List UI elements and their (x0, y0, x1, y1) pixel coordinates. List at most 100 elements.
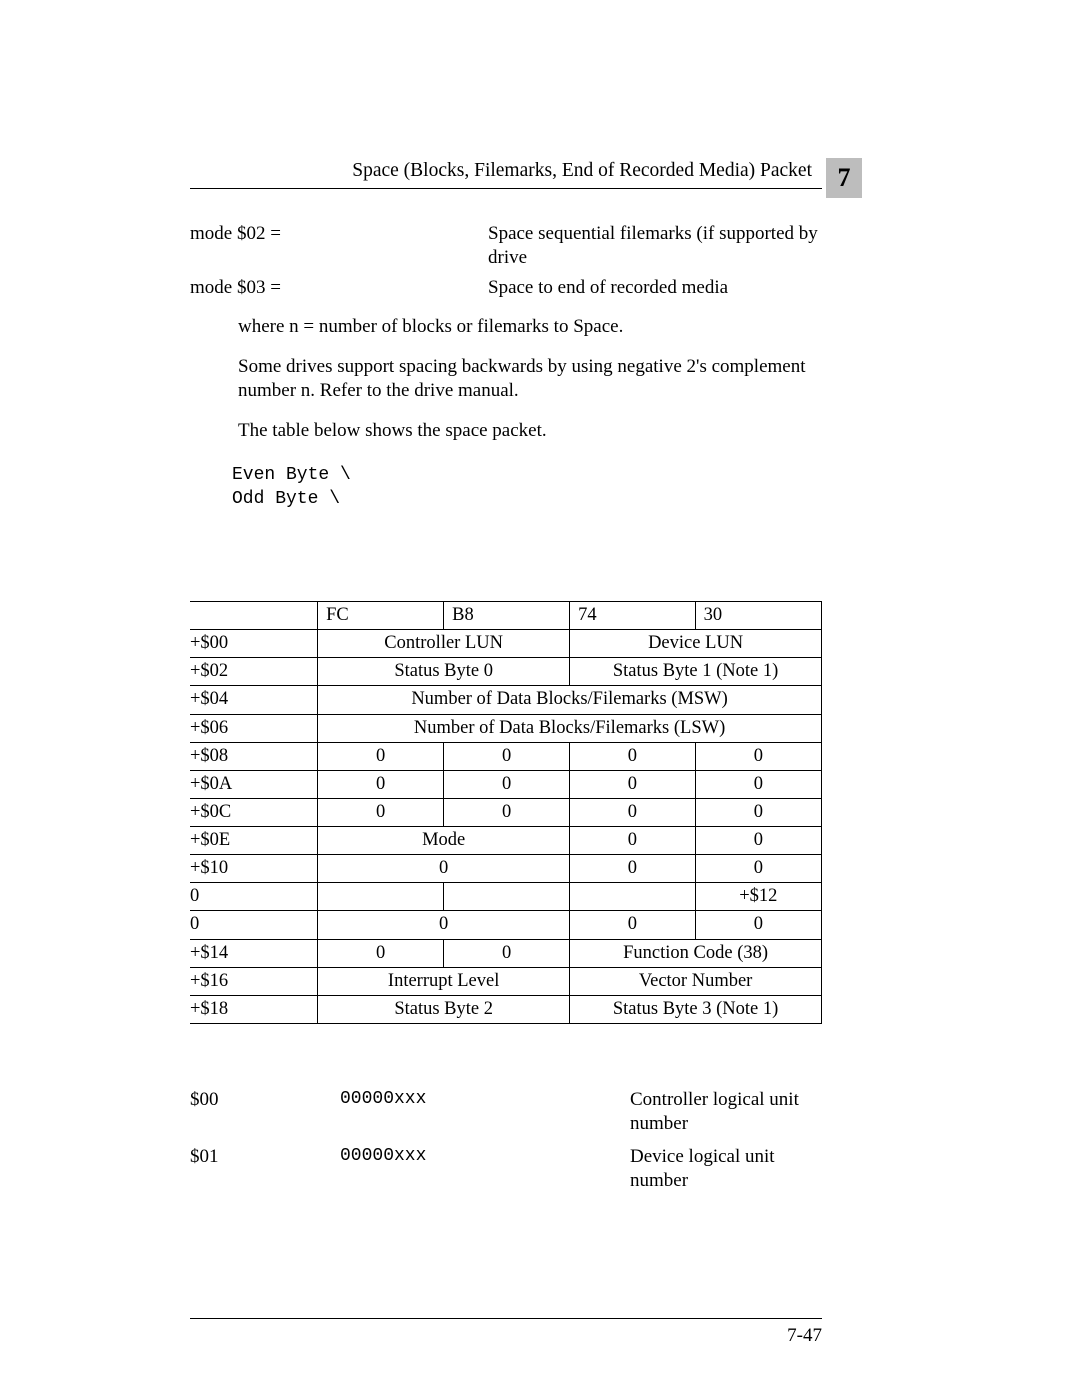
def-address: $00 (190, 1088, 340, 1136)
space-packet-table: FC B8 74 30 +$00Controller LUNDevice LUN… (190, 601, 822, 1024)
offset-cell: +$00 (190, 630, 318, 658)
table-cell: 0 (570, 855, 696, 883)
table-cell: Function Code (38) (570, 939, 822, 967)
mode-description: Space sequential filemarks (if supported… (488, 222, 822, 270)
byte-definitions: $00 00000xxx Controller logical unit num… (190, 1088, 822, 1193)
mode-label: mode $02 = (190, 222, 488, 270)
paragraph: Some drives support spacing backwards by… (238, 355, 822, 403)
table-row: +$10000 (190, 855, 822, 883)
table-row: +$1400Function Code (38) (190, 939, 822, 967)
table-header-row: FC B8 74 30 (190, 602, 822, 630)
table-cell: 0 (695, 770, 821, 798)
table-cell: 0 (695, 827, 821, 855)
mode-row: mode $03 = Space to end of recorded medi… (190, 276, 822, 300)
mode-label: mode $03 = (190, 276, 488, 300)
table-cell: Mode (318, 827, 570, 855)
table-row: 0 +$12 (190, 883, 822, 911)
table-header-cell (190, 602, 318, 630)
def-bits: 00000xxx (340, 1088, 630, 1136)
table-cell: Status Byte 2 (318, 995, 570, 1023)
table-cell: 0 (318, 855, 570, 883)
table-cell: Status Byte 3 (Note 1) (570, 995, 822, 1023)
table-row: +$0EMode00 (190, 827, 822, 855)
page-number: 7-47 (787, 1325, 822, 1347)
table-cell: 0 (444, 742, 570, 770)
table-cell: 0 (444, 939, 570, 967)
table-cell: 0 (570, 770, 696, 798)
offset-cell: +$08 (190, 742, 318, 770)
table-cell: Controller LUN (318, 630, 570, 658)
offset-cell: +$16 (190, 967, 318, 995)
table-cell: 0 (318, 798, 444, 826)
table-cell: 0 (695, 911, 821, 939)
def-address: $01 (190, 1145, 340, 1193)
table-row: +$02Status Byte 0Status Byte 1 (Note 1) (190, 658, 822, 686)
table-cell: Status Byte 1 (Note 1) (570, 658, 822, 686)
header-rule (190, 188, 822, 189)
paragraph: where n = number of blocks or filemarks … (238, 315, 822, 339)
table-cell: 0 (570, 798, 696, 826)
offset-cell: +$0E (190, 827, 318, 855)
table-cell: 0 (444, 770, 570, 798)
chapter-number-box: 7 (826, 158, 862, 198)
table-cell: Number of Data Blocks/Filemarks (MSW) (318, 686, 822, 714)
offset-cell: +$06 (190, 714, 318, 742)
page-header-title: Space (Blocks, Filemarks, End of Recorde… (352, 160, 812, 182)
table-header-cell: B8 (444, 602, 570, 630)
mono-line: Even Byte \ (232, 464, 822, 487)
table-row: +$0A0000 (190, 770, 822, 798)
offset-cell: +$18 (190, 995, 318, 1023)
offset-cell: +$10 (190, 855, 318, 883)
offset-cell: +$02 (190, 658, 318, 686)
table-cell: 0 (570, 911, 696, 939)
mode-row: mode $02 = Space sequential filemarks (i… (190, 222, 822, 270)
content-area: mode $02 = Space sequential filemarks (i… (190, 222, 822, 1203)
paragraph: The table below shows the space packet. (238, 419, 822, 443)
table-cell: Device LUN (570, 630, 822, 658)
byte-legend: Even Byte \ Odd Byte \ (232, 464, 822, 511)
table-cell: Vector Number (570, 967, 822, 995)
table-row: 0000 (190, 911, 822, 939)
offset-cell: +$14 (190, 939, 318, 967)
offset-cell: +$0C (190, 798, 318, 826)
table-row: +$080000 (190, 742, 822, 770)
table-cell: Interrupt Level (318, 967, 570, 995)
offset-cell: +$0A (190, 770, 318, 798)
table-row: +$18Status Byte 2Status Byte 3 (Note 1) (190, 995, 822, 1023)
table-cell (318, 883, 444, 911)
table-cell: 0 (695, 798, 821, 826)
table-row: +$06Number of Data Blocks/Filemarks (LSW… (190, 714, 822, 742)
def-description: Device logical unit number (630, 1145, 822, 1193)
table-cell: 0 (318, 911, 570, 939)
definition-row: $01 00000xxx Device logical unit number (190, 1145, 822, 1193)
table-cell: Status Byte 0 (318, 658, 570, 686)
table-row: +$0C0000 (190, 798, 822, 826)
table-cell: 0 (570, 742, 696, 770)
table-cell: 0 (318, 742, 444, 770)
table-cell: 0 (695, 742, 821, 770)
table-header-cell: FC (318, 602, 444, 630)
footer-rule (190, 1318, 822, 1319)
def-description: Controller logical unit number (630, 1088, 822, 1136)
table-cell: 0 (570, 827, 696, 855)
mono-line: Odd Byte \ (232, 488, 822, 511)
table-row: +$00Controller LUNDevice LUN (190, 630, 822, 658)
table-header-cell: 30 (695, 602, 821, 630)
table-header-cell: 74 (570, 602, 696, 630)
offset-cell: 0 (190, 911, 318, 939)
definition-row: $00 00000xxx Controller logical unit num… (190, 1088, 822, 1136)
table-row: +$16Interrupt LevelVector Number (190, 967, 822, 995)
table-cell: 0 (318, 939, 444, 967)
table-cell: 0 (444, 798, 570, 826)
table-cell: 0 (318, 770, 444, 798)
table-cell: Number of Data Blocks/Filemarks (LSW) (318, 714, 822, 742)
table-cell (570, 883, 696, 911)
table-cell: 0 (695, 855, 821, 883)
page: Space (Blocks, Filemarks, End of Recorde… (0, 0, 1080, 1397)
offset-cell: 0 (190, 883, 318, 911)
table-row: +$04Number of Data Blocks/Filemarks (MSW… (190, 686, 822, 714)
table-cell: +$12 (695, 883, 821, 911)
mode-description: Space to end of recorded media (488, 276, 822, 300)
offset-cell: +$04 (190, 686, 318, 714)
table-cell (444, 883, 570, 911)
